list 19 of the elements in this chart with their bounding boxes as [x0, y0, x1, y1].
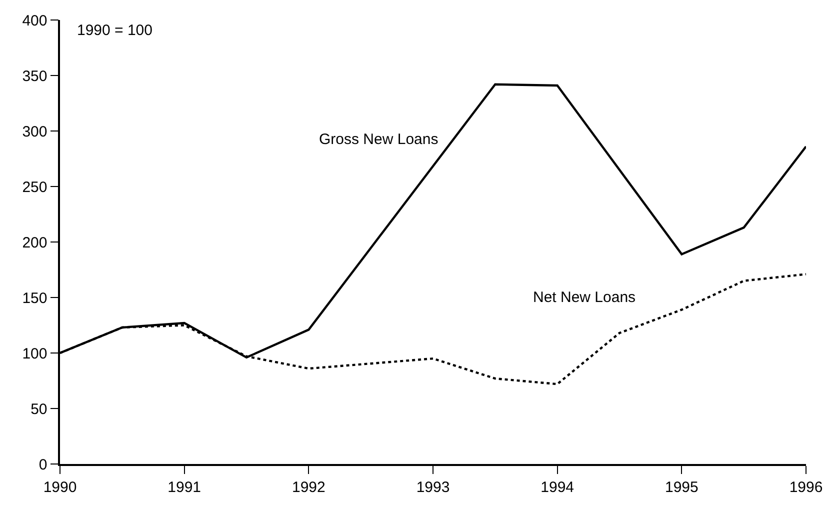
y-tick-label: 0: [38, 456, 48, 474]
y-tick-label: 100: [22, 345, 48, 362]
y-tick-label: 350: [22, 68, 48, 85]
y-tick-label: 300: [22, 123, 48, 140]
series-label: Gross New Loans: [319, 131, 438, 148]
y-tick-label: 250: [22, 178, 48, 196]
x-tick-label: 1993: [416, 478, 450, 496]
x-tick-label: 1995: [664, 478, 698, 496]
series-label: Net New Loans: [533, 289, 636, 306]
x-tick-label: 1994: [540, 478, 574, 496]
y-tick-label: 400: [22, 12, 48, 30]
x-tick-label: 1996: [789, 478, 823, 496]
x-tick-label: 1990: [43, 478, 77, 496]
y-tick-label: 50: [30, 400, 48, 418]
y-tick-label: 150: [22, 290, 48, 307]
annotation: 1990 = 100: [77, 22, 152, 39]
y-tick-label: 200: [22, 234, 48, 252]
x-tick-label: 1992: [292, 478, 326, 496]
x-tick-label: 1991: [168, 478, 202, 496]
